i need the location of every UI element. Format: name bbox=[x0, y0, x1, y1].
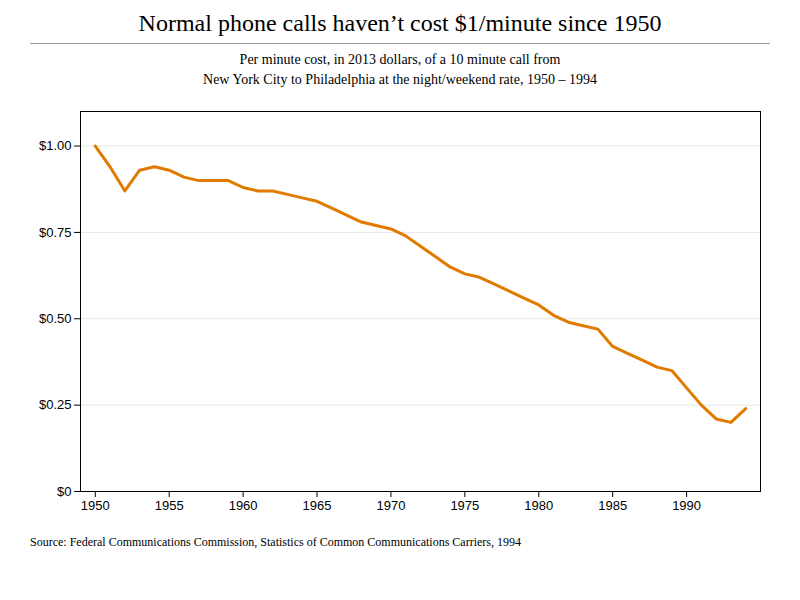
svg-text:$0.25: $0.25 bbox=[39, 397, 72, 412]
svg-text:$0.75: $0.75 bbox=[39, 224, 72, 239]
svg-text:1975: 1975 bbox=[450, 497, 479, 512]
svg-text:1960: 1960 bbox=[229, 497, 258, 512]
svg-text:1970: 1970 bbox=[376, 497, 405, 512]
svg-text:$0: $0 bbox=[57, 483, 71, 498]
svg-text:1965: 1965 bbox=[303, 497, 332, 512]
html-text:Source: Federal Communications: Source: Federal Communications Commissio… bbox=[30, 534, 521, 549]
svg-text:1955: 1955 bbox=[155, 497, 184, 512]
svg-text:$1.00: $1.00 bbox=[39, 138, 72, 153]
svg-text:1980: 1980 bbox=[524, 497, 553, 512]
svg-text:$0.50: $0.50 bbox=[39, 311, 72, 326]
svg-text:1985: 1985 bbox=[598, 497, 627, 512]
svg-text:1990: 1990 bbox=[672, 497, 701, 512]
html-text:Per minute cost, in 2013 dolla: Per minute cost, in 2013 dollars, of a 1… bbox=[239, 52, 561, 67]
svg-text:1950: 1950 bbox=[81, 497, 110, 512]
html-text:New York City to Philadelphia: New York City to Philadelphia at the nig… bbox=[203, 72, 597, 88]
html-text:Normal phone calls haven’t cos: Normal phone calls haven’t cost $1/minut… bbox=[138, 10, 662, 36]
